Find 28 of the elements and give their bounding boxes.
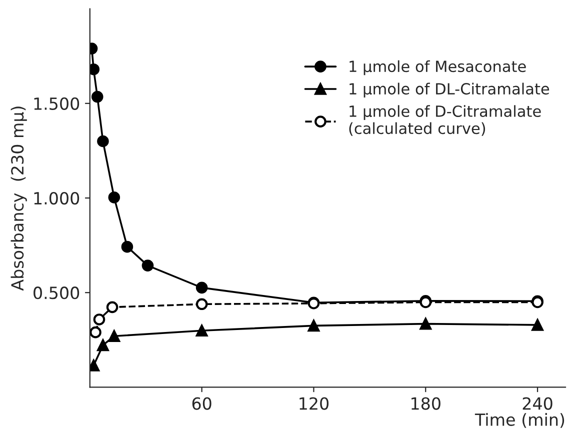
point: [97, 339, 109, 352]
y-tick-label: 1.000: [34, 192, 80, 205]
point: [108, 330, 120, 342]
point: [196, 298, 208, 310]
point: [90, 326, 102, 338]
point: [196, 282, 208, 294]
point: [121, 240, 134, 253]
legend-label: 1 μmole of DL-Citramalate: [350, 82, 550, 98]
x-tick-label: 120: [300, 397, 329, 410]
x-axis-title: Time (min): [474, 413, 564, 428]
point: [106, 301, 118, 314]
point: [108, 192, 120, 204]
point: [532, 319, 544, 331]
point: [142, 260, 154, 272]
x-tick-label: 180: [412, 397, 440, 410]
point: [97, 135, 109, 148]
legend-label: 1 μmole of Mesaconate: [350, 60, 526, 76]
y-tick-label: 0.500: [34, 286, 80, 300]
point: [93, 314, 106, 326]
point: [196, 324, 208, 337]
x-tick-label: 60: [192, 397, 212, 410]
y-tick-label: 1.500: [34, 97, 80, 110]
point: [91, 90, 104, 103]
point: [308, 320, 320, 332]
y-axis-title: Absorbancy (230 mμ): [10, 106, 27, 291]
legend-label: 1 μmole of D-Citramalate (calculated curve): [349, 105, 541, 136]
point: [420, 318, 432, 330]
x-tick-label: 240: [522, 397, 552, 410]
